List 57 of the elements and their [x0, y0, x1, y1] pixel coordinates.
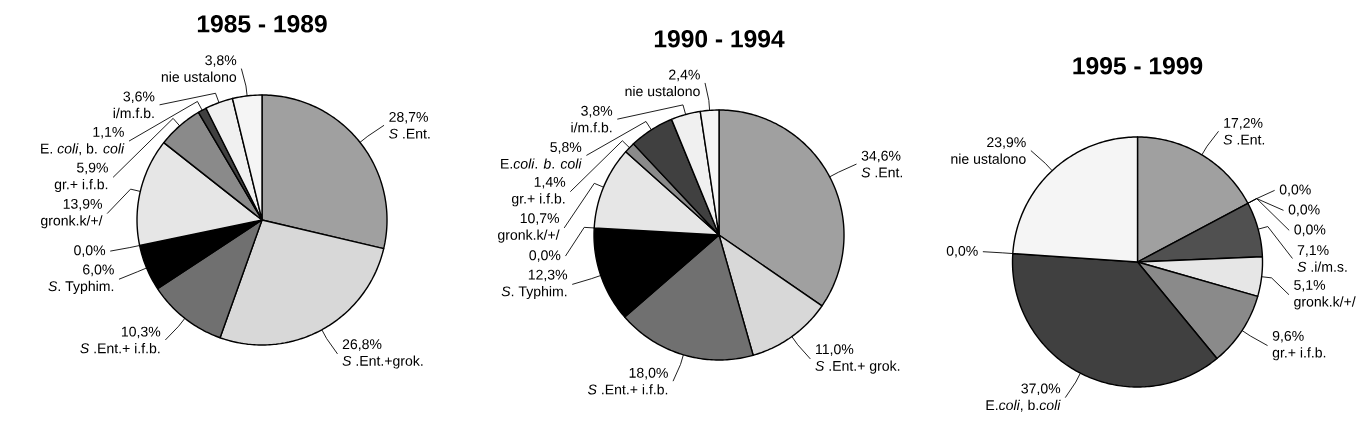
data-label: 5,1%: [1294, 280, 1326, 292]
data-label: 28,7%: [389, 111, 428, 124]
data-label: 2,4%: [669, 69, 700, 82]
text: 0,0%: [74, 245, 106, 257]
data-label: 3,8%: [205, 55, 237, 67]
slice-label: E.coli. b. coli: [501, 158, 582, 169]
slice-label: gr.+ i.f.b.: [511, 193, 565, 207]
data-label: 3,8%: [581, 105, 613, 118]
slice-label: S. Typhim.: [48, 280, 114, 294]
data-label: 3,6%: [123, 91, 155, 104]
text: 0,0%: [1279, 184, 1311, 197]
slice-label: gronk.k/+/: [1294, 296, 1356, 310]
data-label: 6,0%: [83, 264, 114, 277]
slice-label: S .i/m.s.: [1297, 261, 1347, 272]
slice-label: gronk.k/+/: [40, 215, 103, 229]
slice-label: nie ustalono: [951, 153, 1026, 164]
data-label: 13,9%: [63, 198, 103, 211]
text: 0,0%: [1288, 204, 1320, 217]
slice-label: gr.+ i.f.b.: [1272, 347, 1326, 361]
data-label: 1,1%: [93, 126, 124, 139]
data-label: 37,0%: [1021, 383, 1061, 396]
data-label: 1,4%: [534, 177, 566, 189]
data-label: 7,1%: [1297, 245, 1329, 257]
slice-label: S .Ent.+ i.f.b.: [80, 342, 160, 354]
data-label: 10,3%: [121, 326, 161, 339]
data-label: 11,0%: [816, 344, 854, 356]
data-label: 23,9%: [987, 137, 1026, 149]
data-label: 12,3%: [528, 269, 568, 282]
text: 0,0%: [1294, 224, 1326, 237]
slice-label: nie ustalono: [161, 71, 237, 82]
slice-label: i/m.f.b.: [571, 122, 612, 133]
slice-label: S .Ent.: [861, 167, 903, 178]
chart-title: 1990 - 1994: [654, 30, 785, 48]
text: 0,0%: [529, 250, 561, 262]
slice-label: i/m.f.b.: [113, 107, 154, 119]
data-label: 5,9%: [77, 162, 108, 175]
data-label: 5,8%: [550, 142, 582, 154]
slice-label: S .Ent.: [389, 128, 430, 139]
slice-label: gr.+ i.f.b.: [54, 178, 108, 193]
slice-label: E. coli, b. coli: [41, 143, 125, 156]
chart-title: 1985 - 1989: [197, 15, 327, 33]
chart-title: 1995 - 1999: [1073, 57, 1203, 75]
slice-label: S .Ent.+ grok.: [815, 360, 900, 374]
slice-label: nie ustalono: [625, 85, 700, 97]
data-label: 9,6%: [1272, 330, 1304, 343]
data-label: 18,0%: [629, 367, 668, 380]
legend-label: gronk.k/+/: [498, 229, 560, 243]
data-label: 17,2%: [1224, 117, 1263, 130]
slice-label: S .Ent.+grok.: [342, 355, 423, 369]
slice-label: S. Typhim.: [501, 286, 567, 300]
slice-label: E.coli, b.coli: [986, 399, 1061, 412]
data-label: 10,7%: [520, 213, 560, 225]
slice-label: S .Ent.+ i.f.b.: [587, 384, 668, 395]
data-label: 34,6%: [861, 150, 901, 163]
text: 0,0%: [946, 245, 978, 258]
slice-label: S .Ent.: [1223, 134, 1265, 145]
data-label: 26,8%: [342, 339, 382, 351]
